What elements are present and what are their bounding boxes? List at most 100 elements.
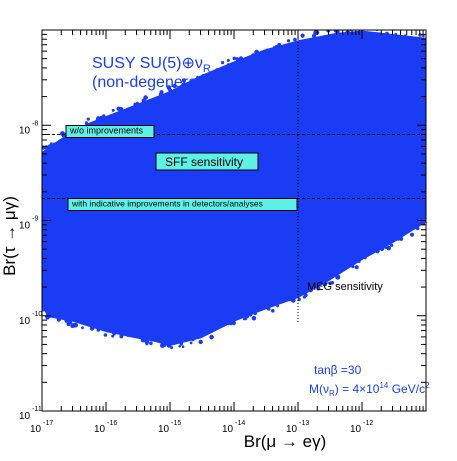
scatter-point [221, 61, 225, 65]
scatter-point [286, 39, 291, 43]
scatter-point [42, 308, 45, 312]
y-axis-tick-labels: 10-11 10-10 10-9 10-8 [19, 120, 42, 422]
scatter-point [111, 334, 115, 338]
scatter-point [421, 221, 426, 226]
scatter-point [272, 46, 277, 51]
scatter-point [290, 297, 296, 303]
scatter-point [308, 287, 313, 293]
with-improvements-label: with indicative improvements in detector… [71, 199, 263, 209]
scatter-point [84, 121, 88, 125]
x-axis-label: Br(μ → eγ) [244, 432, 327, 451]
scatter-point [410, 232, 414, 237]
scatter-point [102, 114, 106, 118]
scatter-point [254, 49, 259, 55]
x-tick-label: 10-17 [30, 420, 53, 435]
scatter-point [238, 56, 244, 61]
scatter-point [135, 101, 139, 106]
scatter-point [384, 31, 389, 36]
scatter-point [386, 245, 392, 251]
chart-title-main: SUSY SU(5)⊕ν [92, 55, 203, 72]
scatter-point [351, 264, 355, 269]
scatter-point [265, 48, 269, 52]
y-tick-label: 10-9 [19, 216, 38, 232]
scatter-point [126, 333, 130, 337]
scatter-point [64, 318, 70, 323]
x-tick-label: 10-15 [158, 420, 181, 435]
scatter-point [266, 307, 270, 311]
scatter-point [360, 27, 363, 30]
scatter-point [375, 249, 380, 254]
scatter-point [161, 342, 167, 348]
scatter-point [415, 226, 420, 231]
scatter-point [103, 333, 108, 337]
scatter-point [354, 26, 358, 30]
scatter-point [354, 265, 359, 270]
scatter-point [399, 236, 404, 241]
x-tick-label: 10-14 [222, 420, 245, 435]
scatter-point [232, 322, 236, 326]
tanbeta-annotation: tanβ =30 [314, 363, 362, 377]
scatter-point [379, 246, 385, 251]
chart-subtitle: (non-degenerate) [92, 74, 216, 91]
scatter-point [413, 226, 417, 230]
scatter-point [96, 328, 101, 332]
scatter-point [403, 34, 407, 38]
scatter-point [311, 33, 317, 38]
y-tick-label: 10-11 [19, 406, 42, 422]
wo-improvements-box: w/o improvements [65, 125, 155, 138]
scatter-point [149, 341, 153, 346]
scatter-point [198, 339, 203, 345]
scatter-point [168, 88, 173, 93]
scatter-point [363, 255, 367, 260]
scatter-point [81, 326, 84, 330]
scatter-point [209, 334, 214, 340]
x-tick-label: 10-16 [94, 420, 117, 435]
scatter-region [42, 26, 426, 350]
scatter-point [251, 53, 255, 57]
scatter-point [191, 337, 195, 342]
scatter-point [328, 281, 333, 286]
scatter-point [119, 334, 124, 339]
meg-sensitivity-label: MEG sensitivity [307, 281, 383, 293]
scatter-point [167, 344, 170, 348]
scatter-point [50, 142, 53, 146]
scatter-point [300, 33, 305, 38]
scatter-point [70, 324, 75, 328]
scatter-point [201, 74, 206, 78]
scatter-point [89, 326, 95, 331]
scatter-point [396, 237, 400, 241]
scatter-point [141, 98, 146, 103]
scatter-point [97, 117, 101, 122]
scatter-point [196, 75, 199, 79]
scatter-point [243, 317, 246, 321]
scatter-point [245, 314, 250, 319]
scatter-point [86, 117, 90, 121]
scatter-point [335, 274, 341, 280]
scatter-point [271, 309, 275, 313]
scatter-point [172, 83, 177, 89]
scatter-point [181, 78, 186, 83]
scatter-point [226, 58, 230, 62]
scatter-point [178, 345, 181, 348]
scatter-points [42, 26, 426, 350]
scatter-point [215, 68, 219, 72]
scatter-point [390, 243, 394, 247]
scatter-point [113, 332, 116, 336]
with-improvements-box: with indicative improvements in detector… [67, 198, 298, 211]
scatter-point [144, 339, 148, 343]
scatter-point [189, 341, 193, 345]
scatter-point [170, 346, 174, 350]
scatter-point [158, 92, 164, 97]
sff-sensitivity-label: SFF sensitivity [165, 155, 243, 169]
scatter-point [118, 108, 122, 112]
scatter-point [394, 32, 398, 36]
x-axis-ticks [41, 30, 424, 411]
x-axis-tick-labels: 10-17 10-16 10-15 10-14 10-13 10-12 [30, 420, 373, 435]
y-axis-label: Br(τ → μγ) [0, 196, 19, 276]
y-tick-label: 10-10 [19, 311, 42, 327]
scatter-point [288, 297, 292, 302]
scatter-point [52, 142, 57, 147]
scatter-point [145, 342, 149, 346]
scatter-point [384, 246, 388, 249]
